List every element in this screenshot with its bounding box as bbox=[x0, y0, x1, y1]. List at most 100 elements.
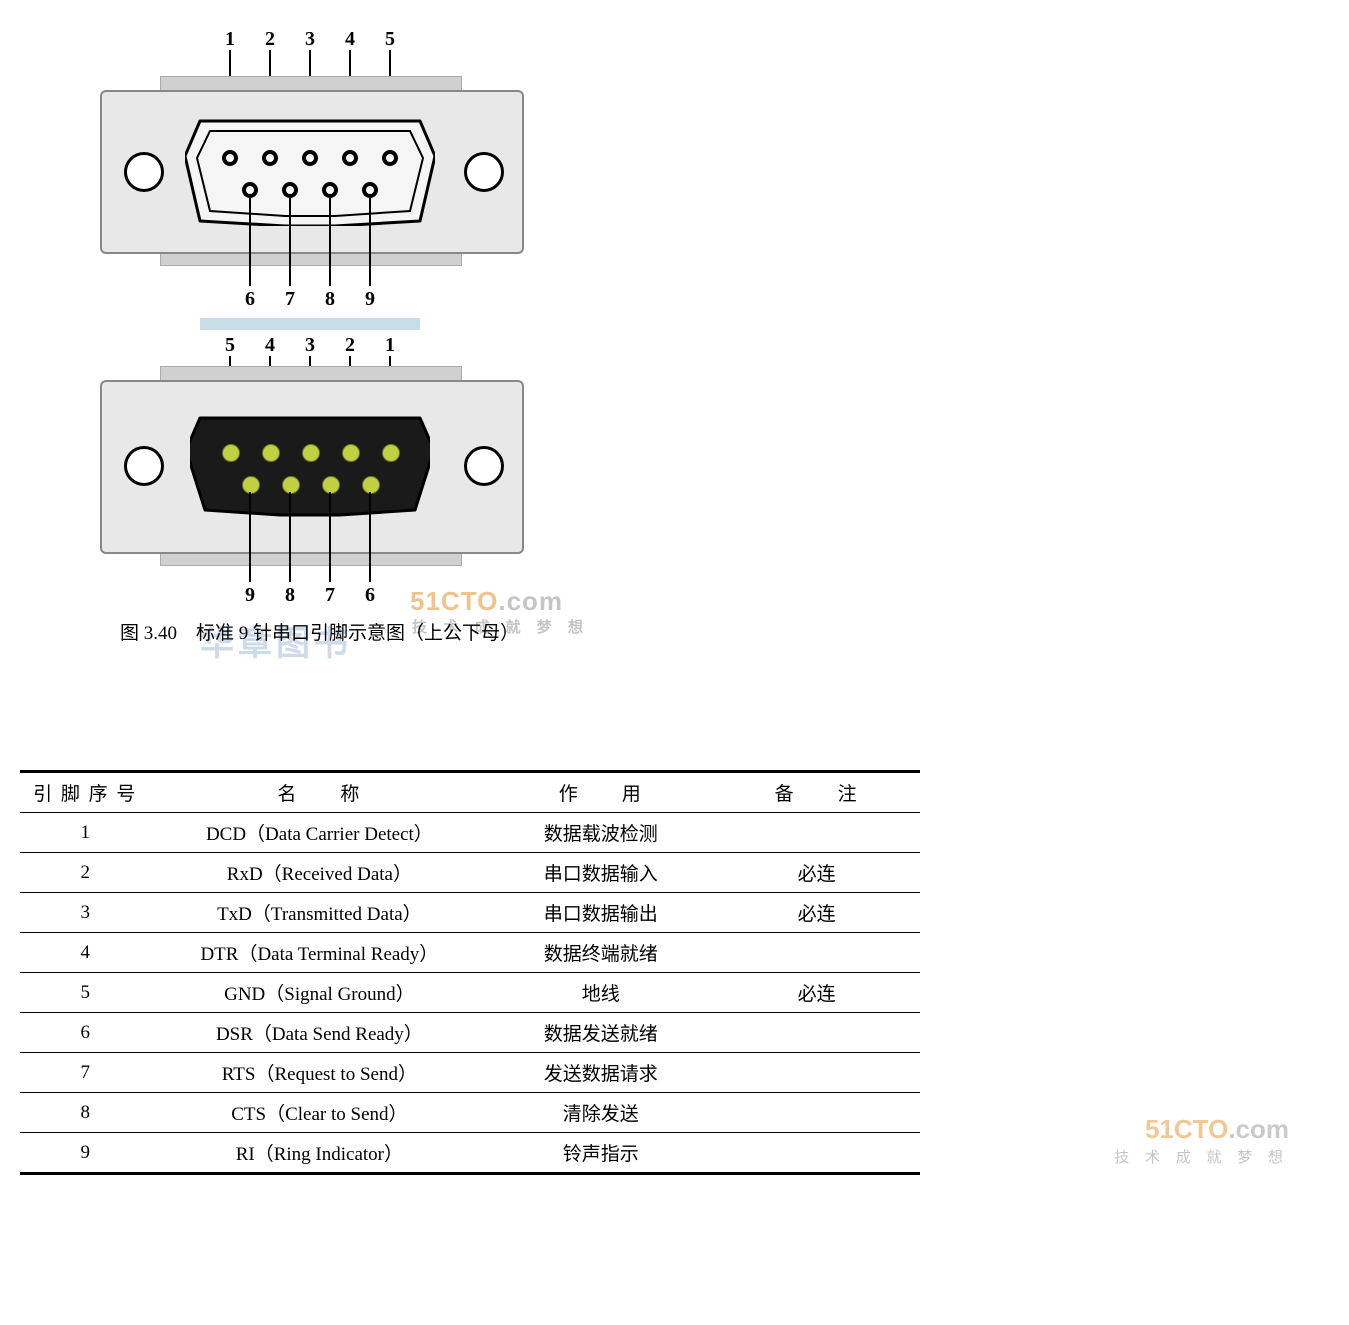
cell-func: 清除发送 bbox=[488, 1093, 713, 1133]
female-pin bbox=[382, 150, 398, 166]
cell-func: 串口数据输出 bbox=[488, 893, 713, 933]
female-pin-label-2: 2 bbox=[260, 28, 280, 51]
table-row: 7 RTS（Request to Send） 发送数据请求 bbox=[20, 1053, 920, 1093]
cell-func: 地线 bbox=[488, 973, 713, 1013]
female-pin bbox=[342, 150, 358, 166]
cell-name: TxD（Transmitted Data） bbox=[150, 893, 488, 933]
table-row: 9 RI（Ring Indicator） 铃声指示 bbox=[20, 1133, 920, 1174]
male-pin bbox=[342, 444, 360, 462]
cell-note: 必连 bbox=[713, 973, 920, 1013]
th-note: 备 注 bbox=[713, 772, 920, 813]
male-pin-label-9: 9 bbox=[240, 584, 260, 607]
cell-pin: 9 bbox=[20, 1133, 150, 1174]
male-pin-label-2: 2 bbox=[340, 334, 360, 357]
female-pin-label-4: 4 bbox=[340, 28, 360, 51]
female-pin bbox=[362, 182, 378, 198]
lead-line bbox=[369, 198, 371, 286]
female-pin-label-6: 6 bbox=[240, 288, 260, 311]
watermark-logo: 51CTO.com bbox=[410, 586, 563, 617]
cell-pin: 3 bbox=[20, 893, 150, 933]
cell-name: RxD（Received Data） bbox=[150, 853, 488, 893]
male-pin-label-5: 5 bbox=[220, 334, 240, 357]
pin-definition-table: 引 脚 序 号 名 称 作 用 备 注 1 DCD（Data Carrier D… bbox=[20, 770, 920, 1175]
watermark-logo-2: 51CTO.com bbox=[1145, 1114, 1289, 1145]
lead-line bbox=[329, 198, 331, 286]
figure-caption: 图 3.40 标准 9 针串口引脚示意图（上公下母） bbox=[120, 618, 640, 645]
cell-note: 必连 bbox=[713, 893, 920, 933]
table-row: 2 RxD（Received Data） 串口数据输入 必连 bbox=[20, 853, 920, 893]
cell-name: DSR（Data Send Ready） bbox=[150, 1013, 488, 1053]
female-pin bbox=[322, 182, 338, 198]
th-name: 名 称 bbox=[150, 772, 488, 813]
cell-pin: 2 bbox=[20, 853, 150, 893]
female-pin bbox=[242, 182, 258, 198]
cell-func: 数据发送就绪 bbox=[488, 1013, 713, 1053]
cell-note bbox=[713, 1133, 920, 1174]
serial-port-diagram: 1 2 3 4 5 6 7 8 9 5 4 3 2 1 bbox=[60, 20, 660, 660]
male-pin bbox=[282, 476, 300, 494]
cell-note: 必连 bbox=[713, 853, 920, 893]
table-row: 4 DTR（Data Terminal Ready） 数据终端就绪 bbox=[20, 933, 920, 973]
cell-name: DCD（Data Carrier Detect） bbox=[150, 813, 488, 853]
table-row: 8 CTS（Clear to Send） 清除发送 bbox=[20, 1093, 920, 1133]
male-pin-label-4: 4 bbox=[260, 334, 280, 357]
female-pin bbox=[282, 182, 298, 198]
lead-line bbox=[289, 198, 291, 286]
table-row: 3 TxD（Transmitted Data） 串口数据输出 必连 bbox=[20, 893, 920, 933]
cell-name: RTS（Request to Send） bbox=[150, 1053, 488, 1093]
male-pin bbox=[222, 444, 240, 462]
lead-line bbox=[329, 492, 331, 582]
cell-note bbox=[713, 933, 920, 973]
cell-pin: 8 bbox=[20, 1093, 150, 1133]
male-pin-label-6: 6 bbox=[360, 584, 380, 607]
table-row: 1 DCD（Data Carrier Detect） 数据载波检测 bbox=[20, 813, 920, 853]
cell-name: DTR（Data Terminal Ready） bbox=[150, 933, 488, 973]
cell-name: RI（Ring Indicator） bbox=[150, 1133, 488, 1174]
male-pin bbox=[242, 476, 260, 494]
th-func: 作 用 bbox=[488, 772, 713, 813]
cell-name: GND（Signal Ground） bbox=[150, 973, 488, 1013]
male-pin bbox=[382, 444, 400, 462]
cell-note bbox=[713, 1013, 920, 1053]
male-pin bbox=[322, 476, 340, 494]
female-pin-label-8: 8 bbox=[320, 288, 340, 311]
male-pin bbox=[262, 444, 280, 462]
female-pin-label-5: 5 bbox=[380, 28, 400, 51]
cell-func: 串口数据输入 bbox=[488, 853, 713, 893]
female-pin-label-1: 1 bbox=[220, 28, 240, 51]
male-mount-hole bbox=[124, 446, 164, 486]
male-pin bbox=[302, 444, 320, 462]
lead-line bbox=[369, 492, 371, 582]
cell-pin: 4 bbox=[20, 933, 150, 973]
female-pin-label-3: 3 bbox=[300, 28, 320, 51]
table-row: 5 GND（Signal Ground） 地线 必连 bbox=[20, 973, 920, 1013]
cell-func: 数据载波检测 bbox=[488, 813, 713, 853]
cell-note bbox=[713, 1053, 920, 1093]
cell-pin: 5 bbox=[20, 973, 150, 1013]
male-shell bbox=[190, 410, 430, 520]
lead-line bbox=[249, 492, 251, 582]
female-pin-label-9: 9 bbox=[360, 288, 380, 311]
male-mount-hole bbox=[464, 446, 504, 486]
highlight-bar bbox=[200, 318, 420, 330]
lead-line bbox=[289, 492, 291, 582]
cell-pin: 1 bbox=[20, 813, 150, 853]
male-pin-label-1: 1 bbox=[380, 334, 400, 357]
cell-func: 发送数据请求 bbox=[488, 1053, 713, 1093]
female-mount-hole bbox=[464, 152, 504, 192]
cell-func: 铃声指示 bbox=[488, 1133, 713, 1174]
male-pin-label-3: 3 bbox=[300, 334, 320, 357]
cell-pin: 6 bbox=[20, 1013, 150, 1053]
female-mount-hole bbox=[124, 152, 164, 192]
cell-note bbox=[713, 813, 920, 853]
lead-line bbox=[249, 198, 251, 286]
female-pin-label-7: 7 bbox=[280, 288, 300, 311]
male-pin bbox=[362, 476, 380, 494]
cell-pin: 7 bbox=[20, 1053, 150, 1093]
male-pin-label-8: 8 bbox=[280, 584, 300, 607]
female-pin bbox=[222, 150, 238, 166]
male-pin-label-7: 7 bbox=[320, 584, 340, 607]
pin-table-wrap: 引 脚 序 号 名 称 作 用 备 注 1 DCD（Data Carrier D… bbox=[20, 770, 1329, 1175]
female-shell bbox=[185, 116, 435, 226]
female-pin bbox=[302, 150, 318, 166]
